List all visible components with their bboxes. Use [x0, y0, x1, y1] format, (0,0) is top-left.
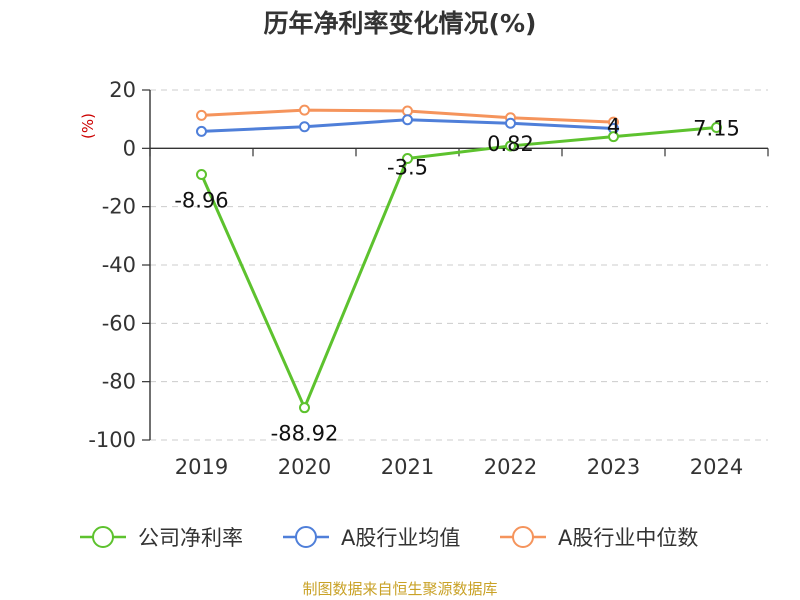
- series-line-0: [200, 125, 717, 410]
- data-label: -8.96: [174, 188, 228, 212]
- y-tick-label: 0: [123, 136, 136, 160]
- legend-label: 公司净利率: [138, 526, 243, 550]
- x-tick-label: 2021: [381, 455, 434, 479]
- y-tick-label: 20: [109, 78, 136, 102]
- data-point: [299, 402, 310, 414]
- data-label: 7.15: [693, 116, 740, 140]
- legend-label: A股行业均值: [341, 526, 460, 550]
- legend-marker: [295, 526, 317, 548]
- data-labels: -8.96 -88.92 -3.5 0.82 4 7.15: [174, 115, 740, 446]
- x-tick-label: 2022: [484, 455, 537, 479]
- x-tick-label: 2020: [278, 455, 331, 479]
- data-point: [299, 121, 310, 133]
- y-axis-unit: (%): [79, 113, 97, 139]
- data-point: [196, 168, 207, 180]
- data-point: [402, 153, 413, 165]
- y-tick-label: -20: [102, 195, 136, 219]
- data-point: [196, 109, 207, 121]
- x-tick-label: 2024: [690, 455, 743, 479]
- y-tick-label: -60: [102, 311, 136, 335]
- grid-lines: [150, 89, 768, 441]
- y-tick-label: -100: [88, 428, 136, 452]
- x-tick-label: 2019: [175, 455, 228, 479]
- series-layer: [196, 104, 722, 414]
- data-point: [711, 121, 722, 133]
- data-point: [402, 114, 413, 126]
- y-tick-label: -80: [102, 370, 136, 394]
- data-point: [402, 105, 413, 117]
- legend: 公司净利率 A股行业均值 A股行业中位数: [80, 526, 698, 550]
- data-label: 0.82: [487, 132, 534, 156]
- source-note: 制图数据来自恒生聚源数据库: [302, 580, 497, 598]
- data-label: -3.5: [387, 156, 428, 180]
- data-point: [196, 125, 207, 137]
- legend-label: A股行业中位数: [558, 526, 698, 550]
- data-label: -88.92: [271, 422, 339, 446]
- axes: 20 0 -20 -40 -60 -80 -100 2019 2020 2021 2022 2023 2…: [88, 78, 769, 479]
- data-point: [505, 140, 516, 152]
- legend-marker: [512, 526, 534, 548]
- x-tick-label: 2023: [587, 455, 640, 479]
- data-point: [505, 117, 516, 129]
- chart-title: 历年净利率变化情况(%): [264, 9, 537, 38]
- data-point: [608, 131, 619, 143]
- data-point: [299, 104, 310, 116]
- data-label: 4: [607, 115, 620, 139]
- legend-marker: [92, 526, 114, 548]
- y-tick-label: -40: [102, 253, 136, 277]
